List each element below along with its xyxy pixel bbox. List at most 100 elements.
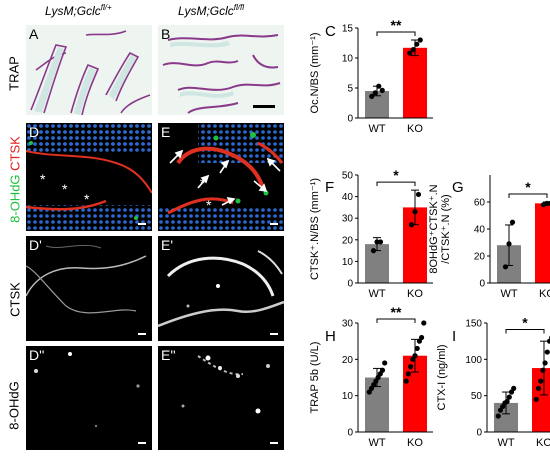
y-tick-label: 50 [471,391,483,402]
data-point [408,222,415,228]
data-point [379,87,385,93]
y-tick-label: 150 [465,319,482,330]
significance-bracket [376,181,416,187]
y-axis-label: Oc.N/BS (mm⁻¹) [309,33,321,114]
panel-letter-a: A [29,26,39,42]
scale-bar [270,442,278,444]
panel-a-trap-control: A [26,25,152,115]
data-point [410,47,416,53]
x-tick-label: KO [536,437,550,449]
y-axis-label: CTSK⁺.N/BS (mm⁻¹) [309,178,321,280]
data-point [407,50,413,56]
significance-marker: ** [391,304,402,320]
data-point [370,248,377,254]
scale-bar [138,223,146,225]
data-point [415,191,422,198]
data-point [412,209,418,215]
ohdg-channel-image-e2 [181,355,270,414]
trap-stain-image-b [162,34,281,114]
asterisk-marker: * [40,171,46,187]
panel-d2-ohdg-control: D'' [26,346,152,450]
panel-letter-b: B [161,26,171,42]
bar-ko [403,47,427,118]
y-tick-label: 50 [342,171,354,182]
y-tick-label: 0 [479,279,485,290]
y-axis-label: 8OHdG⁺CTSK⁺.N [428,184,440,273]
data-point [547,200,550,206]
ctsk-channel-image-e1 [158,250,284,328]
data-point [502,264,509,270]
panel-letter-e1: E' [161,237,174,253]
significance-marker: * [522,315,528,331]
scale-bar [253,105,275,108]
y-tick-label: 0 [347,428,353,439]
asterisk-marker: * [84,191,90,207]
x-tick-label: KO [407,437,423,449]
significance-bracket [505,329,545,334]
panel-letter-d: D [29,124,40,140]
data-point [376,83,382,89]
data-point [372,90,378,96]
data-point [495,413,501,419]
data-point [506,241,512,247]
panel-letter-e2: E'' [161,347,176,363]
significance-bracket [376,31,416,36]
y-tick-label: 0 [476,428,482,439]
x-tick-label: WT [368,288,385,300]
y-tick-label: 0 [347,279,353,290]
significance-bracket [508,193,548,198]
bar-ko [532,368,550,432]
x-tick-label: KO [539,288,550,300]
y-tick-label: 15 [342,24,354,35]
data-point [542,360,548,366]
y-axis-label: /CTSK⁺.N (%) [440,194,452,263]
x-tick-label: KO [407,288,423,300]
panel-letter-e: E [161,124,171,140]
panel-letter-g: G [452,179,464,196]
data-point [509,219,516,225]
chart-H: H WT KO 0 10 20 30 TRAP 5b (U/L) ** [309,304,433,449]
significance-marker: * [393,167,399,183]
y-tick-label: 10 [342,54,354,65]
panel-letter-d2: D'' [29,347,45,363]
significance-bracket [376,318,416,323]
data-point [506,394,512,400]
y-tick-label: 10 [342,257,354,268]
data-point [504,398,510,405]
y-tick-label: 40 [342,192,354,203]
fluorescence-merge-image-d [26,123,152,231]
fluorescence-merge-image-e [158,123,284,231]
y-tick-label: 10 [342,391,354,402]
y-tick-label: 20 [474,252,486,263]
data-point [414,41,420,47]
data-point [414,345,420,352]
y-tick-label: 20 [342,355,354,366]
y-tick-label: 30 [342,214,354,225]
data-point [403,378,409,384]
asterisk-marker: * [200,175,206,191]
data-point [408,364,414,370]
y-tick-label: 20 [342,235,354,246]
x-tick-label: WT [368,123,385,135]
panel-d1-ctsk-control: D' [26,236,152,341]
data-point [546,338,550,344]
panel-b-trap-knockout: B [158,25,284,115]
scale-bar [270,333,278,335]
y-tick-label: 30 [342,319,354,330]
y-tick-label: 60 [474,198,486,209]
chart-C: C WT KO 0 5 10 15 Oc.N/BS (mm⁻¹) ** [309,17,433,135]
ctsk-channel-image-d1 [26,244,147,314]
panel-e1-ctsk-knockout: E' [158,236,284,341]
data-point [412,353,418,359]
asterisk-marker: * [206,197,212,213]
panel-letter-d1: D' [29,237,42,253]
data-point [379,367,386,373]
column-header-control: LysM;Gclcfl/+ [45,3,112,18]
data-point [419,334,425,341]
significance-marker: * [525,179,531,195]
chart-F: F WT KO 0 10 20 30 40 50 CTSK⁺.N/BS (mm⁻¹) * [309,167,433,300]
data-point [535,385,542,391]
scale-bar [270,223,278,225]
data-point [421,320,427,326]
panel-e-merge-knockout: E * * [158,123,284,231]
